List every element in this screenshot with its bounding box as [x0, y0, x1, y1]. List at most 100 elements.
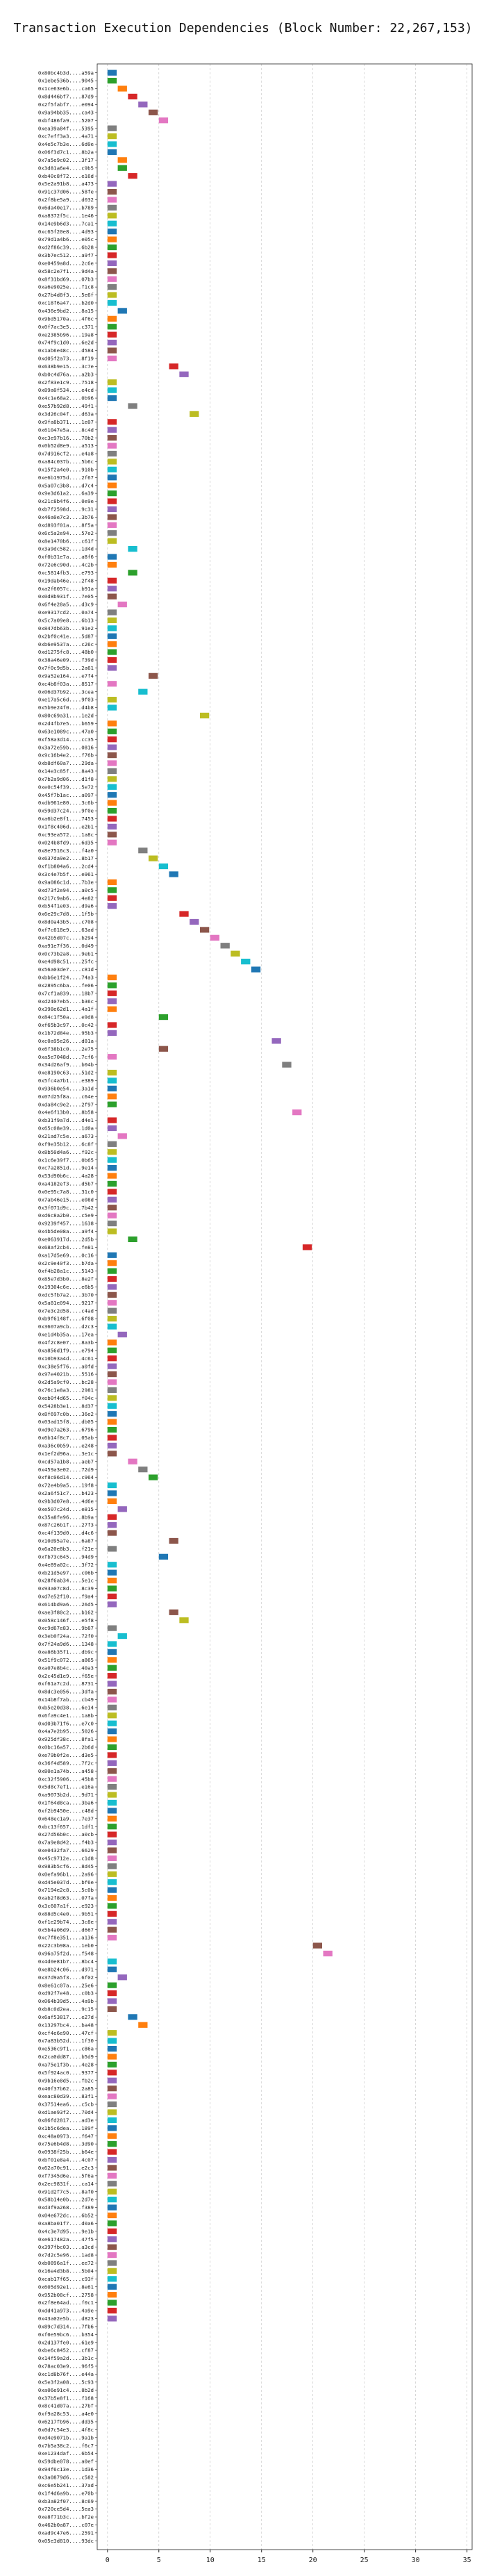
execution-bar	[107, 78, 117, 84]
transaction-label: 0xbe6c8452....cf87	[38, 2347, 94, 2354]
execution-bar	[107, 990, 117, 996]
execution-bar	[107, 181, 117, 187]
transaction-label: 0xe79b0f2e....d3e5	[38, 1752, 94, 1758]
execution-bar	[107, 617, 117, 624]
transaction-label: 0x5b4a06d9....d667	[38, 1926, 94, 1933]
transaction-label: 0x9c16b4e2....f76b	[38, 752, 94, 759]
execution-bar	[117, 308, 127, 314]
execution-bar	[107, 1347, 117, 1353]
execution-bar	[107, 2133, 117, 2139]
transaction-label: 0xb40c8f72....e16d	[38, 173, 94, 179]
transaction-label: 0x8e7516c3....f4a0	[38, 848, 94, 854]
execution-bar	[107, 1490, 117, 1496]
execution-bar	[107, 744, 117, 750]
transaction-label: 0x6fa9c4e1....1a8b	[38, 1712, 94, 1719]
transaction-label: 0xa07e8b4c....40a3	[38, 1665, 94, 1671]
execution-bar	[128, 1458, 137, 1464]
execution-bar	[107, 141, 117, 147]
transaction-label: 0xc6e5b241....37ad	[38, 2482, 94, 2488]
transaction-label: 0xa06e91c4....8b2d	[38, 2387, 94, 2393]
execution-bar	[107, 1665, 117, 1671]
execution-bar	[107, 1530, 117, 1536]
transaction-label: 0xc65f20e8....4d93	[38, 229, 94, 235]
execution-bar	[107, 561, 117, 568]
transaction-label: 0x43a02e5b....d823	[38, 2315, 94, 2322]
execution-bar	[312, 1942, 322, 1949]
transaction-label: 0x5b9e24f0....d4b8	[38, 704, 94, 711]
transaction-label: 0x68af2cb4....fe81	[38, 1244, 94, 1250]
execution-bar	[107, 1625, 117, 1631]
transaction-label: 0xe8190c63....51d2	[38, 1070, 94, 1076]
transaction-label: 0xd4e9071b....9a1b	[38, 2434, 94, 2441]
execution-bar	[107, 903, 117, 909]
transaction-label: 0x983b5cf6....8d45	[38, 1863, 94, 1869]
transaction-label: 0x3eb0f24a....72f0	[38, 1633, 94, 1640]
execution-bar	[107, 665, 117, 671]
execution-bar	[107, 1316, 117, 1322]
transaction-label: 0x7f24a9d6....1348	[38, 1641, 94, 1647]
execution-bar	[107, 1268, 117, 1274]
transaction-label: 0x4d0e81b7....8bc4	[38, 1958, 94, 1965]
transaction-label: 0xe86b35f1....db9c	[38, 1649, 94, 1656]
transaction-label: 0x648ec1a9....7e37	[38, 1815, 94, 1822]
transaction-label: 0x53d90b6c....4a28	[38, 1173, 94, 1179]
execution-bar	[107, 2188, 117, 2195]
transaction-label: 0x0d8b931f....7e05	[38, 593, 94, 600]
transaction-label: 0xa8ba01f7....d0a6	[38, 2220, 94, 2227]
execution-bar	[179, 1617, 189, 1624]
execution-bar	[107, 1824, 117, 1830]
execution-bar	[107, 1673, 117, 1679]
transaction-label: 0x847db63b....91e2	[38, 625, 94, 631]
execution-bar	[107, 1228, 117, 1235]
transaction-label: 0x91c37d06....58fe	[38, 189, 94, 195]
transaction-label: 0xa5e7048d....7cf6	[38, 1054, 94, 1060]
transaction-label: 0xd893f01a....8f5a	[38, 522, 94, 528]
transaction-label: 0x19304c6e....e6b5	[38, 1284, 94, 1290]
execution-bar	[107, 213, 117, 219]
execution-bar	[107, 1220, 117, 1227]
execution-bar	[107, 1696, 117, 1703]
execution-bar	[107, 2300, 117, 2306]
execution-bar	[107, 1252, 117, 1258]
execution-bar	[107, 1799, 117, 1806]
execution-bar	[107, 1125, 117, 1132]
execution-bar	[107, 1482, 117, 1489]
transaction-label: 0x93a07c8d....8c39	[38, 1585, 94, 1592]
transaction-label: 0x74f9c1d0....6e2d	[38, 340, 94, 346]
transaction-label: 0xc7f8e351....a136	[38, 1935, 94, 1941]
transaction-label: 0x7a9e8d42....f4b3	[38, 1840, 94, 1846]
execution-bar	[107, 784, 117, 790]
transaction-label: 0x7cf1a839....18b7	[38, 990, 94, 996]
transaction-label: 0x13297bc4....ba48	[38, 2022, 94, 2028]
transaction-label: 0x89a0f534....e4cd	[38, 387, 94, 393]
execution-bar	[148, 109, 158, 115]
execution-bar	[107, 1435, 117, 1441]
transaction-label: 0x8dc3e056....3dfa	[38, 1689, 94, 1695]
execution-bar	[107, 379, 117, 386]
execution-bar	[199, 927, 210, 933]
execution-bar	[107, 347, 117, 354]
transaction-label: 0xd9e7a263....6796	[38, 1427, 94, 1433]
transaction-label: 0x436e9bd2....8a15	[38, 308, 94, 314]
execution-bar	[107, 1164, 117, 1171]
execution-bar	[107, 1069, 117, 1076]
transaction-label: 0x4a7e2b95....5026	[38, 1728, 94, 1735]
execution-bar	[107, 538, 117, 544]
transaction-label: 0x462b0a87....c07e	[38, 2522, 94, 2528]
transaction-label: 0x21ad7c5e....a673	[38, 1133, 94, 1139]
transaction-label: 0x0efa96b1....2a96	[38, 1871, 94, 1877]
transaction-label: 0xb0896a1f....ee72	[38, 2260, 94, 2266]
execution-bar	[107, 2284, 117, 2290]
x-tick-label: 25	[360, 2557, 369, 2564]
execution-bar	[107, 2292, 117, 2298]
transaction-label: 0x3a0879d6....c582	[38, 2475, 94, 2481]
execution-bar	[107, 776, 117, 782]
execution-bar	[107, 1776, 117, 1782]
execution-bar	[107, 1514, 117, 1520]
transaction-label: 0x14e3c85f....8a43	[38, 768, 94, 775]
execution-bar	[107, 1982, 117, 1988]
transaction-label: 0xf1e29b74....3c8e	[38, 1919, 94, 1925]
execution-bar	[179, 911, 189, 917]
execution-bar	[107, 1141, 117, 1147]
transaction-label: 0x9a52e164....e7f4	[38, 672, 94, 679]
